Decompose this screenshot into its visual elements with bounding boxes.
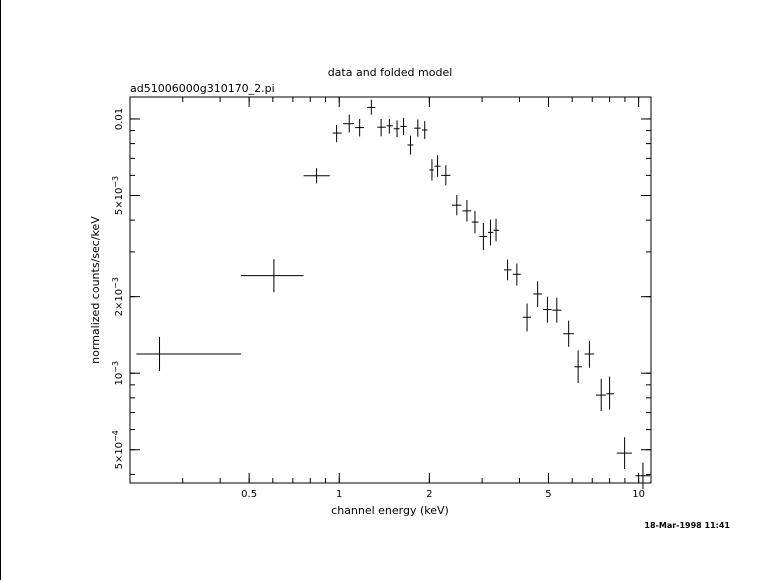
y-tick-label: 5×10−3 (111, 176, 125, 215)
data-point (563, 320, 574, 347)
y-tick-label: 5×10−4 (111, 430, 125, 469)
data-point (393, 120, 400, 138)
data-point (595, 378, 606, 412)
chart-subtitle: ad51006000g310170_2.pi (130, 82, 275, 95)
data-point (635, 462, 651, 490)
data-point (488, 219, 494, 246)
data-point (479, 222, 488, 251)
data-point (462, 200, 472, 222)
x-tick-label: 1 (336, 489, 342, 500)
data-point (377, 118, 386, 137)
y-tick-label: 10−3 (111, 361, 125, 386)
data-point (543, 296, 552, 323)
data-point (400, 117, 407, 135)
data-point (414, 119, 421, 137)
data-point (451, 195, 462, 216)
data-point (616, 437, 632, 470)
data-point (533, 281, 543, 308)
data-point (493, 218, 500, 242)
data-point (343, 114, 354, 133)
data-point (355, 118, 365, 137)
data-point (303, 168, 330, 184)
data-point (574, 350, 583, 384)
data-point (434, 155, 441, 177)
plot-frame (129, 96, 652, 484)
x-axis-label: channel energy (keV) (331, 504, 449, 517)
timestamp: 18-Mar-1998 11:41 (644, 521, 730, 530)
x-tick-label: 0.5 (241, 489, 257, 500)
data-point (429, 159, 434, 181)
data-point (522, 303, 531, 332)
data-point (441, 165, 451, 186)
y-tick-label: 0.01 (114, 108, 125, 130)
data-point (332, 124, 342, 143)
data-point (552, 297, 562, 323)
chart-title: data and folded model (328, 66, 453, 79)
data-point (606, 376, 615, 410)
y-tick-labels: 5×10−4 10−3 2×10−3 5×10−3 0.01 (111, 108, 125, 470)
data-point (136, 336, 242, 372)
data-point (584, 340, 595, 368)
window-edge-line (0, 0, 1, 580)
x-tick-label: 5 (545, 489, 551, 500)
data-point (407, 135, 414, 155)
data-point (503, 259, 512, 281)
x-tick-label: 10 (632, 489, 645, 500)
data-point (367, 99, 376, 115)
data-points (136, 99, 651, 490)
x-tick-labels: 0.5 1 2 5 10 (241, 489, 645, 500)
data-point (241, 259, 304, 293)
y-tick-label: 2×10−3 (111, 277, 125, 316)
data-point (471, 210, 479, 234)
data-point (512, 263, 521, 286)
x-tick-label: 2 (426, 489, 432, 500)
data-point (386, 118, 393, 134)
data-point (422, 121, 428, 139)
axis-ticks (129, 97, 651, 483)
y-axis-label: normalized counts/sec/keV (89, 216, 102, 364)
